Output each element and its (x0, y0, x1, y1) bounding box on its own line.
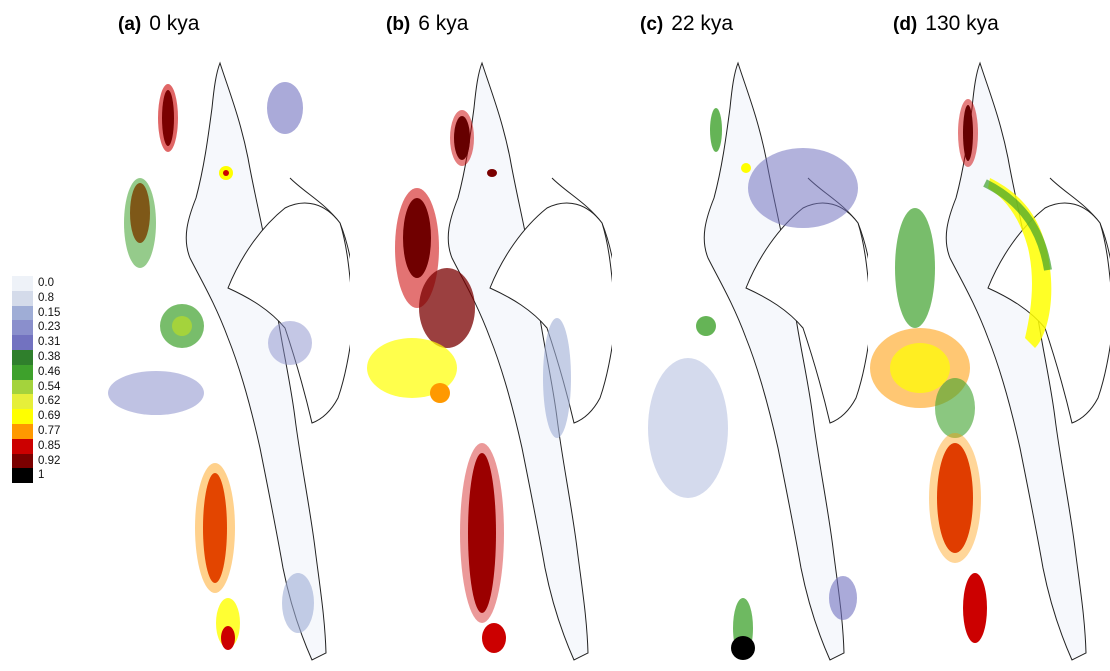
suitability-surface (648, 108, 858, 660)
habitat-map-0-kya (108, 62, 350, 664)
legend-row: 0.46 (12, 364, 102, 380)
legend-label: 0.54 (38, 380, 61, 393)
habitat-map-130-kya (870, 62, 1110, 664)
legend-row: 0.38 (12, 349, 102, 365)
legend-swatch (12, 349, 33, 365)
panel-title-a: (a) 0 kya (118, 12, 199, 36)
legend-swatch (12, 305, 33, 321)
panel-letter: (c) (640, 14, 664, 35)
legend-label: 0.0 (38, 277, 54, 289)
legend-label: 0.15 (38, 306, 61, 319)
legend-label: 1 (38, 469, 45, 482)
legend-label: 0.23 (38, 321, 61, 334)
suitability-surface (870, 99, 1052, 643)
legend-swatch (12, 379, 33, 395)
legend-swatch (12, 423, 33, 439)
legend-row: 0.31 (12, 335, 102, 350)
suitability-surface (108, 82, 314, 650)
legend-label: 0.92 (38, 454, 61, 467)
legend-row: 0.62 (12, 394, 102, 410)
legend-label: 0.38 (38, 350, 61, 363)
legend-row: 0.8 (12, 290, 102, 306)
habitat-map-6-kya (367, 62, 612, 664)
legend-label: 0.62 (38, 395, 61, 408)
legend-swatch (12, 468, 33, 484)
legend-row: 0.54 (12, 379, 102, 395)
panel-title-b: (b) 6 kya (386, 12, 468, 36)
legend-swatch (12, 290, 33, 306)
legend-row: 0.23 (12, 320, 102, 336)
legend-label: 0.69 (38, 410, 61, 423)
legend-swatch (12, 453, 33, 469)
habitat-map-22-kya (648, 62, 868, 664)
legend-swatch (12, 409, 33, 424)
legend-label: 0.77 (38, 424, 61, 437)
panel-letter: (d) (893, 14, 918, 35)
legend-label: 0.46 (38, 365, 61, 378)
legend-row: 0.77 (12, 423, 102, 439)
legend-row: 0.85 (12, 438, 102, 454)
legend-row: 1 (12, 468, 102, 484)
panel-time-label: 6 kya (418, 12, 469, 35)
legend-row: 0.92 (12, 453, 102, 469)
legend-row: 0.69 (12, 409, 102, 424)
panel-time-label: 22 kya (671, 12, 734, 35)
panel-letter: (b) (386, 14, 411, 35)
suitability-legend: 0.0 0.8 0.15 0.23 0.31 0.38 0.46 0.54 0.62 0.69 0.… (12, 276, 102, 484)
panel-letter: (a) (118, 14, 142, 35)
legend-swatch (12, 276, 33, 291)
panel-time-label: 0 kya (149, 12, 200, 35)
suitability-surface (367, 110, 571, 653)
legend-row: 0.0 (12, 276, 102, 291)
legend-swatch (12, 394, 33, 410)
legend-swatch (12, 320, 33, 336)
legend-swatch (12, 335, 33, 350)
legend-swatch (12, 364, 33, 380)
panel-time-label: 130 kya (925, 12, 999, 35)
legend-swatch (12, 438, 33, 454)
panel-title-d: (d) 130 kya (893, 12, 999, 36)
legend-label: 0.31 (38, 336, 61, 349)
legend-row: 0.15 (12, 305, 102, 321)
legend-label: 0.85 (38, 439, 61, 452)
legend-label: 0.8 (38, 291, 54, 304)
panel-title-c: (c) 22 kya (640, 12, 733, 36)
